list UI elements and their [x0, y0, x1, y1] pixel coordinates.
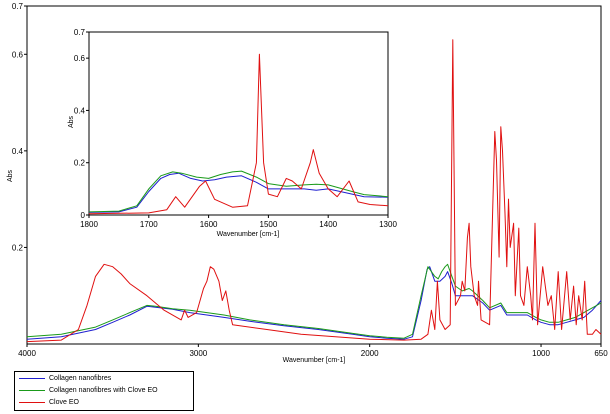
inset-y-axis-label: Abs: [68, 115, 75, 128]
legend-swatch-collagen-clove: [19, 389, 45, 391]
main-y-tick-label: 0.4: [12, 147, 24, 156]
inset-x-tick-label: 1500: [260, 220, 278, 229]
inset-series-line-0: [88, 172, 389, 213]
inset-plot-frame: [88, 31, 389, 216]
main-series-line-2: [26, 39, 602, 343]
inset-y-tick-label: 0.4: [74, 106, 86, 115]
main-x-tick-label: 3000: [189, 349, 207, 358]
inset-y-tick-label: 0.7: [74, 28, 86, 37]
inset-x-tick-label: 1400: [319, 220, 337, 229]
inset-x-tick-label: 1600: [200, 220, 218, 229]
inset-y-tick-label: 0.6: [74, 54, 86, 63]
legend-label: Collagen nanofibres: [49, 375, 112, 382]
legend-label: Collagen nanofibres with Clove EO: [49, 387, 158, 394]
main-x-tick-label: 2000: [361, 349, 379, 358]
main-x-tick-label: 650: [594, 349, 608, 358]
main-series-line-0: [26, 266, 602, 340]
inset-x-tick-label: 1700: [140, 220, 158, 229]
inset-series-line-2: [88, 53, 389, 215]
inset-x-tick-label: 1800: [80, 220, 98, 229]
main-y-tick-label: 0.7: [12, 2, 24, 11]
main-x-axis-label: Wavenumber [cm-1]: [283, 357, 346, 364]
legend-swatch-collagen: [19, 377, 45, 379]
inset-y-tick-label: 0: [81, 211, 86, 220]
main-x-tick-label: 4000: [18, 349, 36, 358]
inset-y-tick-label: 0.2: [74, 159, 86, 168]
main-axis-ticks: 4000 3000 2000 1000 650 0.2 0.4 0.6 0.7: [12, 2, 608, 358]
inset-x-axis-label: Wavenumber [cm-1]: [217, 231, 280, 238]
inset-series-lines: [88, 53, 389, 215]
legend: Collagen nanofibres Collagen nanofibres …: [14, 371, 194, 411]
legend-item-collagen: Collagen nanofibres: [19, 373, 111, 385]
main-y-tick-label: 0.2: [12, 243, 24, 252]
main-x-tick-label: 1000: [532, 349, 550, 358]
legend-item-collagen-clove: Collagen nanofibres with Clove EO: [19, 385, 158, 397]
main-y-axis-label: Abs: [7, 169, 14, 182]
legend-swatch-clove: [19, 401, 45, 403]
inset-axis-ticks: 1800 1700 1600 1500 1400 1300 0 0.2 0.4 0.6 0.7: [74, 28, 398, 229]
legend-item-clove: Clove EO: [19, 397, 79, 409]
main-y-tick-label: 0.6: [12, 50, 24, 59]
inset-x-tick-label: 1300: [379, 220, 397, 229]
inset-series-line-1: [88, 170, 389, 213]
inset-plot: 1800 1700 1600 1500 1400 1300 0 0.2 0.4 0.6 0.7 Ab…: [68, 28, 397, 238]
main-series-lines: [26, 39, 602, 343]
legend-label: Clove EO: [49, 399, 79, 406]
